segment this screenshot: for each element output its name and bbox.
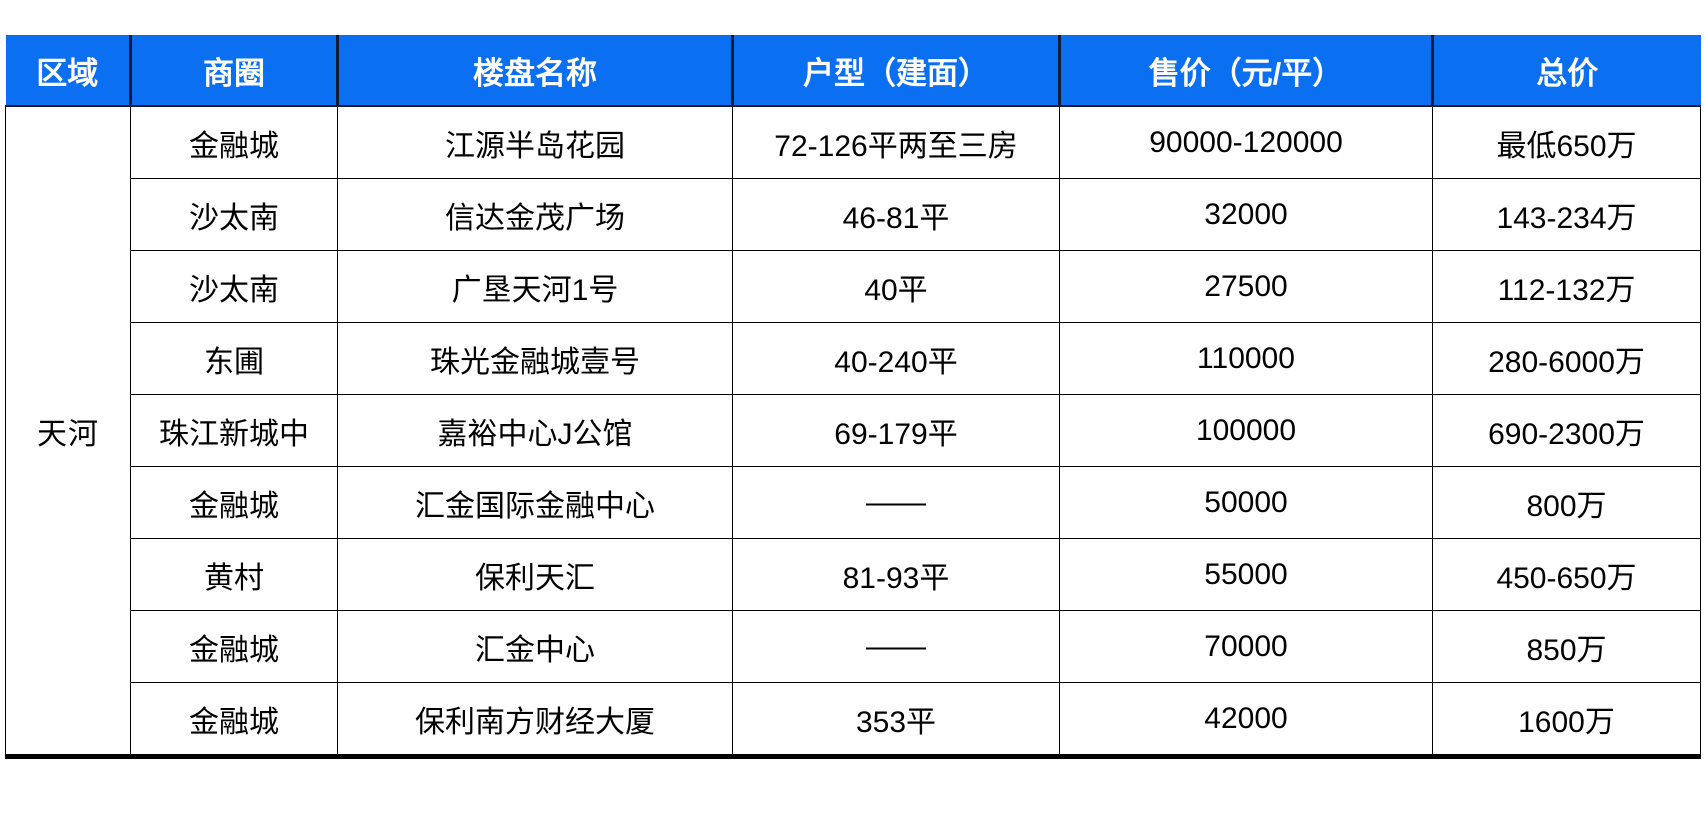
cell-name: 嘉裕中心J公馆 (337, 394, 733, 467)
cell-name: 保利天汇 (337, 538, 733, 611)
real-estate-table-container: 区域 商圈 楼盘名称 户型（建面） 售价（元/平） 总价 天河 金融城 江源半岛花园… (5, 35, 1701, 759)
cell-district: 金融城 (130, 105, 338, 179)
table-row: 金融城 汇金中心 —— 70000 850万 (6, 610, 1701, 683)
table-row: 沙太南 信达金茂广场 46-81平 32000 143-234万 (6, 178, 1701, 251)
table-row: 黄村 保利天汇 81-93平 55000 450-650万 (6, 538, 1701, 611)
cell-name: 汇金中心 (337, 610, 733, 683)
cell-total: 690-2300万 (1432, 394, 1701, 467)
table-row: 金融城 保利南方财经大厦 353平 42000 1600万 (6, 682, 1701, 757)
header-row: 区域 商圈 楼盘名称 户型（建面） 售价（元/平） 总价 (5, 35, 1701, 107)
cell-unit: 72-126平两至三房 (732, 105, 1060, 179)
table-header: 区域 商圈 楼盘名称 户型（建面） 售价（元/平） 总价 (5, 35, 1701, 107)
cell-price: 50000 (1059, 466, 1433, 539)
col-header-price: 售价（元/平） (1059, 35, 1434, 107)
cell-unit: 40-240平 (732, 322, 1060, 395)
table-row: 金融城 汇金国际金融中心 —— 50000 800万 (6, 466, 1701, 539)
col-header-district: 商圈 (130, 35, 339, 107)
cell-name: 广垦天河1号 (337, 250, 733, 323)
cell-price: 110000 (1059, 322, 1433, 395)
cell-name: 汇金国际金融中心 (337, 466, 733, 539)
cell-name: 珠光金融城壹号 (337, 322, 733, 395)
region-cell: 天河 (5, 105, 131, 757)
cell-district: 沙太南 (130, 178, 338, 251)
cell-price: 42000 (1059, 682, 1433, 757)
col-header-name: 楼盘名称 (337, 35, 734, 107)
cell-name: 江源半岛花园 (337, 105, 733, 179)
cell-price: 32000 (1059, 178, 1433, 251)
cell-name: 保利南方财经大厦 (337, 682, 733, 757)
cell-unit: —— (732, 610, 1060, 683)
cell-price: 100000 (1059, 394, 1433, 467)
cell-total: 800万 (1432, 466, 1701, 539)
cell-total: 143-234万 (1432, 178, 1701, 251)
table-row: 沙太南 广垦天河1号 40平 27500 112-132万 (6, 250, 1701, 323)
cell-unit: 46-81平 (732, 178, 1060, 251)
table-row: 天河 金融城 江源半岛花园 72-126平两至三房 90000-120000 最低650万 (5, 105, 1701, 757)
cell-district: 金融城 (130, 682, 338, 757)
cell-name: 信达金茂广场 (337, 178, 733, 251)
cell-district: 黄村 (130, 538, 338, 611)
cell-price: 55000 (1059, 538, 1433, 611)
col-header-region: 区域 (5, 35, 132, 107)
cell-total: 280-6000万 (1432, 322, 1701, 395)
cell-district: 金融城 (130, 466, 338, 539)
cell-district: 珠江新城中 (130, 394, 338, 467)
cell-total: 850万 (1432, 610, 1701, 683)
table-row: 珠江新城中 嘉裕中心J公馆 69-179平 100000 690-2300万 (6, 394, 1701, 467)
col-header-total: 总价 (1432, 35, 1701, 107)
col-header-unit: 户型（建面） (732, 35, 1061, 107)
cell-total: 1600万 (1432, 682, 1701, 757)
cell-price: 70000 (1059, 610, 1433, 683)
cell-total: 450-650万 (1432, 538, 1701, 611)
cell-unit: 353平 (732, 682, 1060, 757)
cell-total: 112-132万 (1432, 250, 1701, 323)
cell-price: 90000-120000 (1059, 105, 1433, 179)
cell-unit: 40平 (732, 250, 1060, 323)
cell-unit: —— (732, 466, 1060, 539)
table-row: 东圃 珠光金融城壹号 40-240平 110000 280-6000万 (6, 322, 1701, 395)
cell-district: 沙太南 (130, 250, 338, 323)
cell-total: 最低650万 (1432, 105, 1701, 179)
cell-district: 东圃 (130, 322, 338, 395)
cell-price: 27500 (1059, 250, 1433, 323)
table-body: 天河 金融城 江源半岛花园 72-126平两至三房 90000-120000 最低650万… (5, 105, 1701, 757)
cell-unit: 69-179平 (732, 394, 1060, 467)
real-estate-table: 区域 商圈 楼盘名称 户型（建面） 售价（元/平） 总价 天河 金融城 江源半岛花园… (5, 35, 1701, 759)
cell-district: 金融城 (130, 610, 338, 683)
cell-unit: 81-93平 (732, 538, 1060, 611)
